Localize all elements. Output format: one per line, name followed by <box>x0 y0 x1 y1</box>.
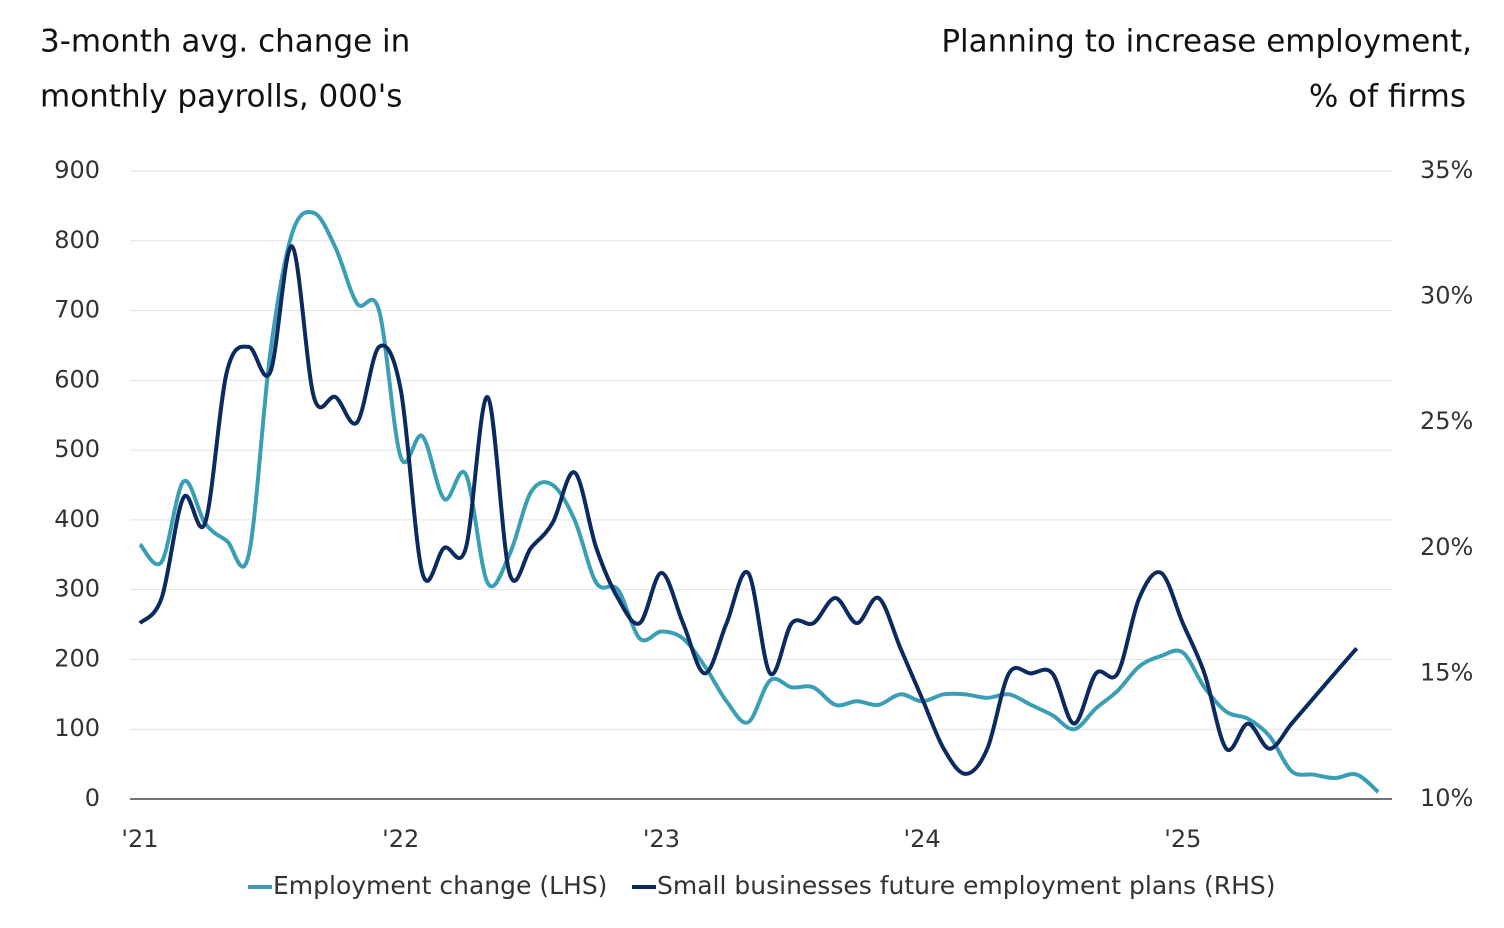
y-tick-label: 600 <box>54 365 100 393</box>
y2-tick-label: 20% <box>1420 533 1473 561</box>
y-axis-title: 3-month avg. change in <box>40 24 410 60</box>
y-tick-label: 700 <box>54 296 100 324</box>
y2-axis-title: % of firms <box>1309 79 1466 115</box>
x-tick-label: '24 <box>904 825 941 853</box>
y2-tick-label: 35% <box>1420 156 1473 184</box>
legend-label: Employment change (LHS) <box>273 871 607 900</box>
series-line <box>138 244 1359 776</box>
y-axis-title: monthly payrolls, 000's <box>40 79 402 115</box>
x-tick-label: '21 <box>121 825 158 853</box>
y2-tick-label: 10% <box>1420 784 1473 812</box>
y-tick-label: 500 <box>54 435 100 463</box>
y-tick-label: 100 <box>54 714 100 742</box>
y-tick-label: 200 <box>54 644 100 672</box>
x-tick-label: '25 <box>1164 825 1201 853</box>
y-tick-label: 800 <box>54 226 100 254</box>
y-tick-label: 0 <box>85 784 100 812</box>
y2-tick-label: 15% <box>1420 658 1473 686</box>
series-line <box>138 209 1380 794</box>
y2-axis-title: Planning to increase employment, <box>941 24 1472 60</box>
x-tick-label: '23 <box>643 825 680 853</box>
y2-tick-label: 30% <box>1420 282 1473 310</box>
y-tick-label: 900 <box>54 156 100 184</box>
y2-tick-label: 25% <box>1420 407 1473 435</box>
y-tick-label: 400 <box>54 505 100 533</box>
legend-label: Small businesses future employment plans… <box>657 871 1276 900</box>
y-tick-label: 300 <box>54 575 100 603</box>
x-tick-label: '22 <box>382 825 419 853</box>
